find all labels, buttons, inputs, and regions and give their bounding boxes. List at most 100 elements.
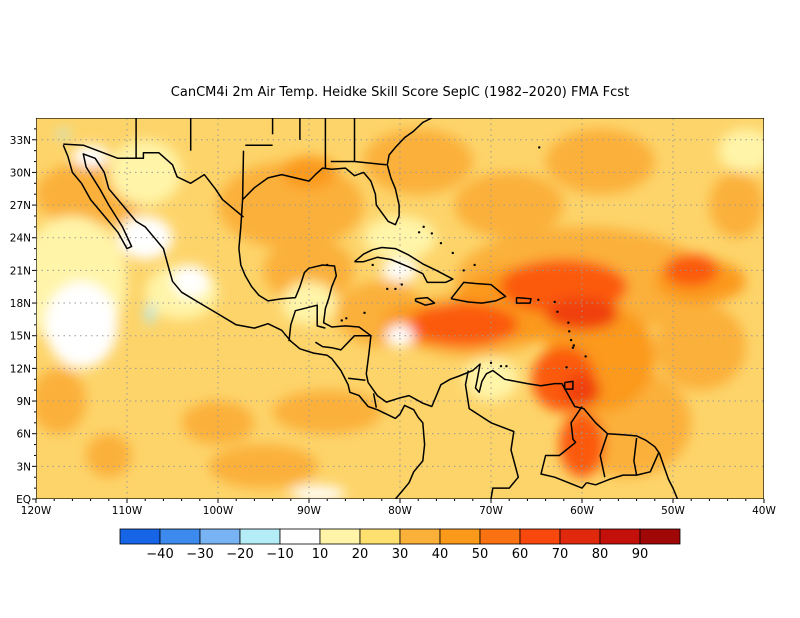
x-tick-label: 50W [661,505,685,517]
small-island [538,146,541,149]
small-island [400,283,404,286]
colorbar-label: 20 [352,547,369,562]
suriname-guiana-border [633,437,638,476]
y-tick-label: 24N [10,233,31,245]
map-plot-area [36,118,764,499]
skill-field-patch [36,368,87,434]
coastlines-layer [62,118,679,499]
skill-field-patch [181,401,255,445]
colorbar-swatch [519,528,561,545]
skill-field-patch [545,297,619,331]
skill-field-patch [563,373,601,407]
small-island [565,366,568,369]
skill-field-patch [86,433,132,478]
colorbar-swatch [359,528,401,545]
skill-field-layer [36,128,764,499]
colorbar-label: 80 [592,547,609,562]
small-island [363,311,366,315]
y-tick-label: 6N [16,429,31,441]
y-tick-label: EQ [16,494,31,506]
skill-field-patch [559,411,605,478]
colorbar-label: −40 [146,547,173,562]
small-island [553,300,556,304]
gulf-caribbean-coast [238,150,679,499]
colorbar-label: 70 [552,547,569,562]
longitude-ticks: 120W 110W 100W 90W 80W 70W 60W 50W 40W [21,499,776,517]
small-island [417,231,421,234]
colorbar-swatch [279,528,321,545]
small-island [371,263,374,267]
small-island [584,355,587,358]
guiana-brazil-border [586,452,660,486]
small-island [473,263,476,267]
us-states-lines-7 [354,160,387,166]
colorbar: −40 −30 −20 −10 10 20 30 40 50 60 70 80 90 [119,528,681,562]
map-title: CanCM4i 2m Air Temp. Heidke Skill Score … [170,85,630,100]
y-tick-label: 30N [10,167,31,179]
y-tick-label: 12N [10,363,31,375]
y-tick-label: 27N [10,200,31,212]
small-island [571,346,575,349]
small-island [394,287,397,291]
y-tick-label: 9N [16,396,31,408]
colorbar-swatch [119,528,161,545]
puerto-rico [515,296,532,304]
small-island [499,364,503,368]
skill-field-patch [117,215,173,260]
small-island [345,317,348,320]
skill-field-patch [363,128,473,195]
colorbar-swatch [239,528,281,545]
skill-field-patch [709,172,764,238]
colorbar-swatch [319,528,361,545]
small-island [505,364,508,368]
cuba [354,246,454,284]
trinidad [563,380,574,390]
skill-field-patch [281,281,337,325]
small-island [572,344,576,347]
y-tick-label: 3N [16,461,31,473]
small-island [439,241,443,245]
colorbar-swatch [479,528,521,545]
skill-field-patch [45,281,118,369]
colorbar-swatch [399,528,441,545]
latitude-ticks: EQ 3N 6N 9N 12N 15N 18N 21N 24N 27N 30N 33N [10,128,36,506]
colorbar-label: 40 [432,547,449,562]
small-island [451,251,454,255]
skill-field-patch [172,264,209,298]
us-gulf-coast [242,118,433,226]
small-island [489,361,493,365]
y-tick-label: 33N [10,135,31,147]
colorbar-label: 10 [312,547,329,562]
skill-field-patch [208,444,319,489]
guatemala-honduras-border [315,334,371,351]
colorbar-label: 60 [512,547,529,562]
central-america-borders [288,304,326,342]
x-tick-label: 80W [388,505,412,517]
x-tick-label: 70W [479,505,503,517]
jamaica [414,296,436,306]
lat-lon-grid [36,118,764,499]
x-tick-label: 120W [21,505,52,517]
mexico-pacific-coast [62,144,426,499]
small-island [462,269,465,272]
small-island [386,287,389,291]
x-tick-label: 90W [297,505,321,517]
colorbar-label: −30 [186,547,213,562]
colombia-venezuela-border [464,370,520,499]
colorbar-swatch [599,528,641,545]
skill-field-patch [718,128,764,173]
colorbar-swatch [159,528,201,545]
small-island [537,298,540,301]
skill-field-patch [57,129,69,139]
x-tick-label: 60W [570,505,594,517]
hispaniola [450,281,507,304]
colorbar-label: 30 [392,547,409,562]
y-tick-label: 18N [10,298,31,310]
small-island [340,319,343,322]
colorbar-label: −20 [226,547,253,562]
skill-field-patch [654,303,746,391]
small-island [430,232,434,235]
small-island [556,310,559,313]
small-island [422,225,425,229]
